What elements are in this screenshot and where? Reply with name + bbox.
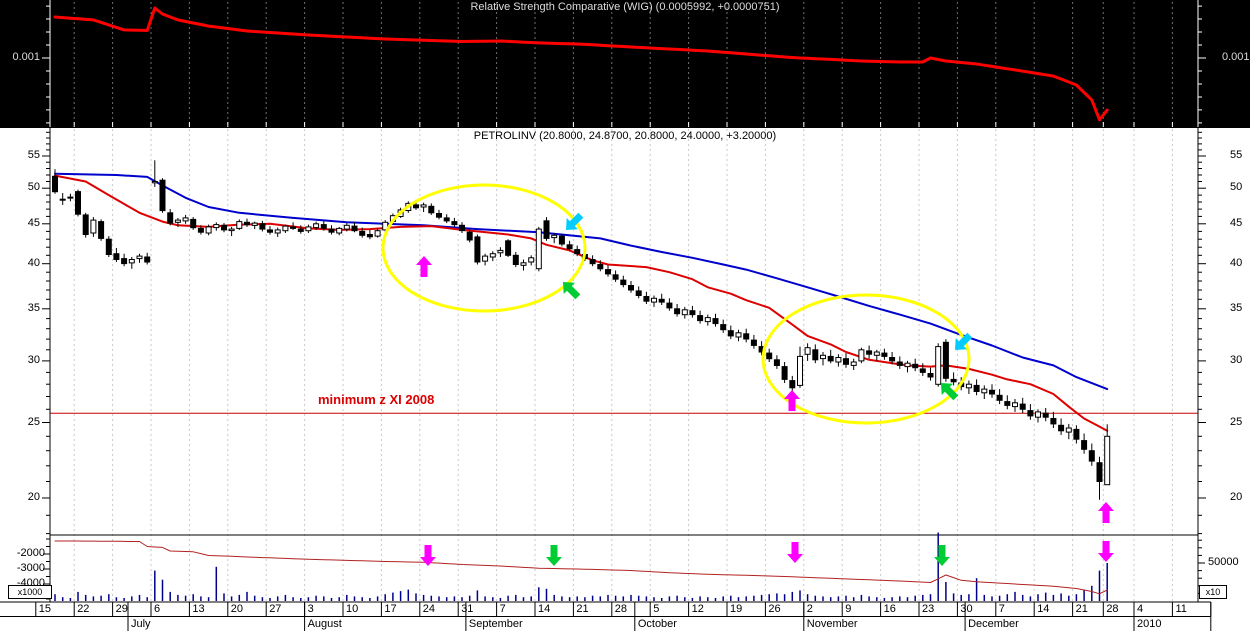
price-axis-label-right: 45 xyxy=(1230,216,1243,229)
price-axis-label-left: 20 xyxy=(27,490,40,503)
indicator-axis-label-left: -2000 xyxy=(16,547,45,559)
date-week-label: 28 xyxy=(1106,603,1119,615)
date-week-label: 4 xyxy=(1137,603,1144,615)
arrow-annotation xyxy=(941,383,959,401)
date-week-label: 11 xyxy=(1175,603,1187,615)
date-week-label: 16 xyxy=(883,603,896,615)
date-week-label: 24 xyxy=(422,603,436,615)
date-week-label: 10 xyxy=(346,603,359,615)
arrow-annotation xyxy=(1098,502,1114,523)
date-week-label: 12 xyxy=(691,603,704,615)
price-axis-label-right: 20 xyxy=(1230,490,1243,503)
date-month-label: October xyxy=(637,617,677,630)
indicator-line xyxy=(54,540,1108,595)
date-week-label: 15 xyxy=(38,603,52,615)
date-week-label: 19 xyxy=(730,603,743,615)
rsc-axis-label-right: 0.001 xyxy=(1222,51,1250,63)
price-axis-label-left: 45 xyxy=(27,216,40,229)
volume-scale-label: 50000 xyxy=(1208,556,1239,568)
indicator-right-multiplier-box: x10 xyxy=(1199,585,1227,599)
date-week-label: 6 xyxy=(154,603,161,615)
indicator-panel-area[interactable] xyxy=(50,535,1198,602)
date-week-label: 7 xyxy=(499,603,506,615)
rsc-axis-label-left: 0.001 xyxy=(12,51,40,63)
price-axis-label-left: 50 xyxy=(27,181,40,194)
indicator-axis-label-left: -3000 xyxy=(16,562,45,574)
date-week-label: 23 xyxy=(922,603,935,615)
date-week-label: 17 xyxy=(384,603,397,615)
date-month-label: December xyxy=(968,617,1019,630)
price-axis-label-left: 55 xyxy=(27,149,40,161)
rsc-line xyxy=(53,6,1109,122)
rsc-panel-area[interactable] xyxy=(50,0,1198,127)
date-week-label: 5 xyxy=(653,603,660,615)
price-axis-label-left: 40 xyxy=(27,256,40,269)
arrow-annotation xyxy=(416,256,432,277)
price-panel-title: PETROLINV (20.8000, 24.8700, 20.8000, 24… xyxy=(473,130,777,142)
arrow-annotation xyxy=(955,332,973,350)
date-month-label: 2010 xyxy=(1137,617,1162,630)
price-axis-label-right: 40 xyxy=(1230,256,1243,269)
date-week-label: 2 xyxy=(806,603,813,615)
date-week-label: 21 xyxy=(576,603,589,615)
date-week-label: 29 xyxy=(115,603,128,615)
date-week-label: 13 xyxy=(192,603,205,615)
date-week-label: 9 xyxy=(845,603,852,615)
indicator-left-multiplier-box: x1000 xyxy=(8,585,52,599)
price-axis-label-right: 25 xyxy=(1230,415,1243,428)
date-week-label: 20 xyxy=(230,603,244,615)
date-week-label: 26 xyxy=(768,603,781,615)
date-week-label: 27 xyxy=(269,603,282,615)
rsc-panel-title: Relative Strength Comparative (WIG) (0.0… xyxy=(470,1,780,13)
candlestick-series xyxy=(52,160,1111,500)
price-axis-label-right: 30 xyxy=(1230,353,1243,366)
date-week-label: 30 xyxy=(960,603,973,615)
indicator-axis-label-left: -4000 xyxy=(16,577,45,589)
price-axis-label-left: 30 xyxy=(27,353,40,366)
arrow-annotation xyxy=(1098,541,1114,562)
price-axis-label-left: 35 xyxy=(27,301,40,314)
arrow-annotation xyxy=(420,545,436,566)
ellipse-annotation xyxy=(761,293,971,425)
date-month-label: September xyxy=(468,617,523,630)
date-week-label: 14 xyxy=(538,603,551,615)
date-week-label: 7 xyxy=(998,603,1005,615)
date-week-label: 31 xyxy=(461,603,474,615)
date-month-label: November xyxy=(806,617,858,630)
arrow-annotation xyxy=(934,545,950,566)
price-axis-label-right: 50 xyxy=(1230,181,1243,194)
price-axis-label-right: 35 xyxy=(1230,301,1243,314)
price-axis-label-left: 25 xyxy=(27,415,40,428)
rsc-panel-background xyxy=(0,0,1250,128)
date-month-label: July xyxy=(130,617,151,630)
arrow-annotation xyxy=(546,545,562,566)
date-week-label: 22 xyxy=(77,603,90,615)
arrow-annotation xyxy=(566,212,584,230)
support-line-label: minimum z XI 2008 xyxy=(318,392,435,407)
date-month-label: August xyxy=(307,617,342,630)
ellipse-annotation xyxy=(381,183,587,313)
date-week-label: 3 xyxy=(307,603,314,615)
date-week-label: 14 xyxy=(1037,603,1050,615)
date-week-label: 21 xyxy=(1075,603,1088,615)
arrow-annotation xyxy=(563,282,581,300)
arrow-annotation xyxy=(784,390,800,411)
date-week-label: 28 xyxy=(614,603,628,615)
price-axis-label-right: 55 xyxy=(1230,149,1243,161)
price-panel-area[interactable] xyxy=(50,128,1198,535)
arrow-annotation xyxy=(787,542,803,563)
